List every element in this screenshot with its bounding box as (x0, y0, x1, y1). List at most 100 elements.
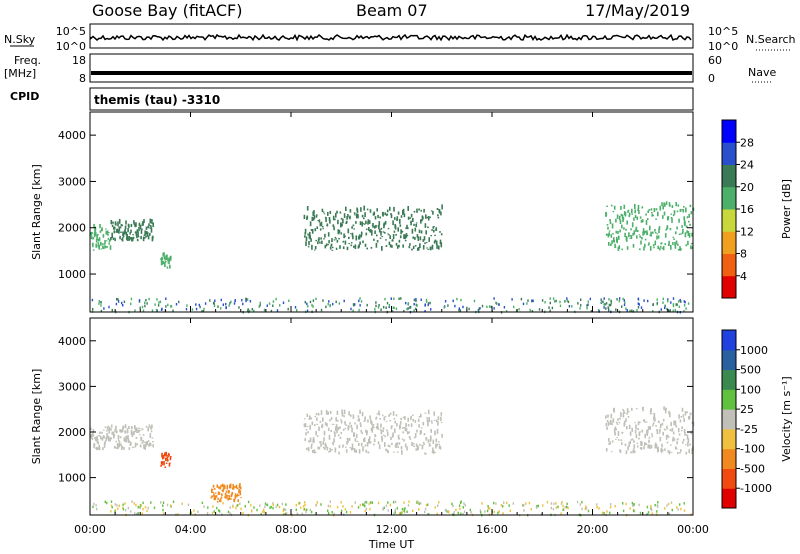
velocity-cell (160, 501, 162, 504)
power-cell (689, 204, 692, 208)
velocity-cell (104, 500, 106, 504)
power-cell (332, 215, 335, 221)
velocity-cell (210, 496, 213, 499)
velocity-cell (389, 419, 391, 422)
velocity-cell (345, 424, 347, 426)
velocity-cell (626, 426, 628, 430)
power-cell (407, 206, 409, 211)
velocity-cell (139, 444, 142, 448)
velocity-cell (234, 494, 237, 499)
velocity-cell (303, 508, 305, 511)
power-cell (382, 231, 385, 233)
freq-panel (89, 53, 694, 83)
velocity-cell (676, 506, 678, 509)
velocity-cell (379, 428, 382, 431)
power-cell (604, 303, 606, 306)
power-cell (667, 298, 669, 301)
power-cell (365, 232, 368, 236)
velocity-cell (114, 429, 116, 433)
power-cell (334, 236, 337, 239)
velocity-cell (108, 436, 110, 442)
power-cell (102, 234, 105, 238)
power-cell (380, 308, 382, 311)
velocity-cell (244, 505, 246, 508)
velocity-cell (664, 448, 666, 451)
velocity-cell (639, 447, 642, 449)
velocity-cell (106, 432, 108, 438)
power-cell (322, 228, 324, 230)
velocity-cell (364, 416, 366, 422)
power-cell (642, 228, 645, 234)
power-cell (376, 234, 378, 237)
power-cell (454, 304, 456, 308)
velocity-cell (247, 500, 250, 504)
power-cell (324, 233, 326, 238)
power-cell (314, 228, 317, 232)
power-cell (142, 309, 145, 312)
power-cell (690, 242, 693, 245)
power-cell (307, 246, 310, 248)
velocity-cell (394, 511, 396, 514)
power-cell (664, 203, 666, 207)
velocity-cell (168, 454, 170, 457)
power-cell (407, 216, 410, 220)
power-cell (100, 304, 102, 307)
power-colorbar-swatch (722, 164, 736, 188)
power-cell (394, 225, 397, 230)
x-axis-label: Time UT (368, 538, 414, 551)
velocity-cell (680, 416, 682, 418)
velocity-cell (434, 430, 436, 436)
power-cell (511, 298, 513, 301)
velocity-cell (412, 509, 414, 513)
velocity-cell (391, 442, 393, 445)
power-cell (619, 229, 621, 233)
power-cell (312, 217, 315, 221)
power-cell (327, 302, 329, 306)
velocity-cell (329, 419, 331, 422)
power-cell (117, 300, 120, 303)
velocity-cell (525, 502, 527, 505)
power-cell (632, 243, 635, 248)
velocity-cell (348, 425, 350, 429)
velocity-cell (327, 509, 329, 512)
power-cell (617, 231, 619, 234)
power-cell (629, 237, 631, 239)
velocity-cell (114, 503, 117, 506)
power-cell (426, 216, 429, 219)
velocity-cell (655, 425, 657, 427)
velocity-cell (138, 429, 140, 433)
power-cell (395, 234, 397, 236)
velocity-cell (118, 440, 120, 442)
power-cell (340, 232, 342, 235)
velocity-cell (98, 446, 101, 451)
velocity-cell (451, 502, 453, 506)
velocity-cell (424, 412, 427, 414)
power-cell (628, 232, 630, 238)
power-cell (91, 232, 93, 235)
velocity-cell (311, 450, 314, 453)
velocity-cell (148, 424, 151, 428)
velocity-cell (322, 446, 325, 449)
power-cell (170, 305, 173, 308)
velocity-cell (628, 411, 630, 413)
velocity-cell (550, 502, 553, 505)
velocity-cell (615, 428, 618, 431)
power-cell (624, 232, 626, 237)
power-cell (668, 240, 670, 246)
velocity-colorbar-tick: -500 (740, 462, 765, 475)
power-cell (493, 297, 495, 300)
velocity-cell (411, 444, 414, 446)
power-colorbar-tick: 16 (740, 203, 754, 216)
power-cell (351, 232, 354, 237)
velocity-cell (651, 508, 653, 512)
power-cell (149, 232, 151, 236)
power-cell (383, 305, 385, 309)
velocity-cell (130, 442, 132, 445)
power-cell (370, 246, 373, 249)
velocity-cell (462, 512, 464, 516)
power-y-tick-label: 3000 (58, 175, 86, 188)
velocity-cell (259, 504, 261, 507)
power-cell (390, 213, 392, 216)
power-cell (670, 217, 673, 219)
velocity-cell (218, 509, 220, 512)
